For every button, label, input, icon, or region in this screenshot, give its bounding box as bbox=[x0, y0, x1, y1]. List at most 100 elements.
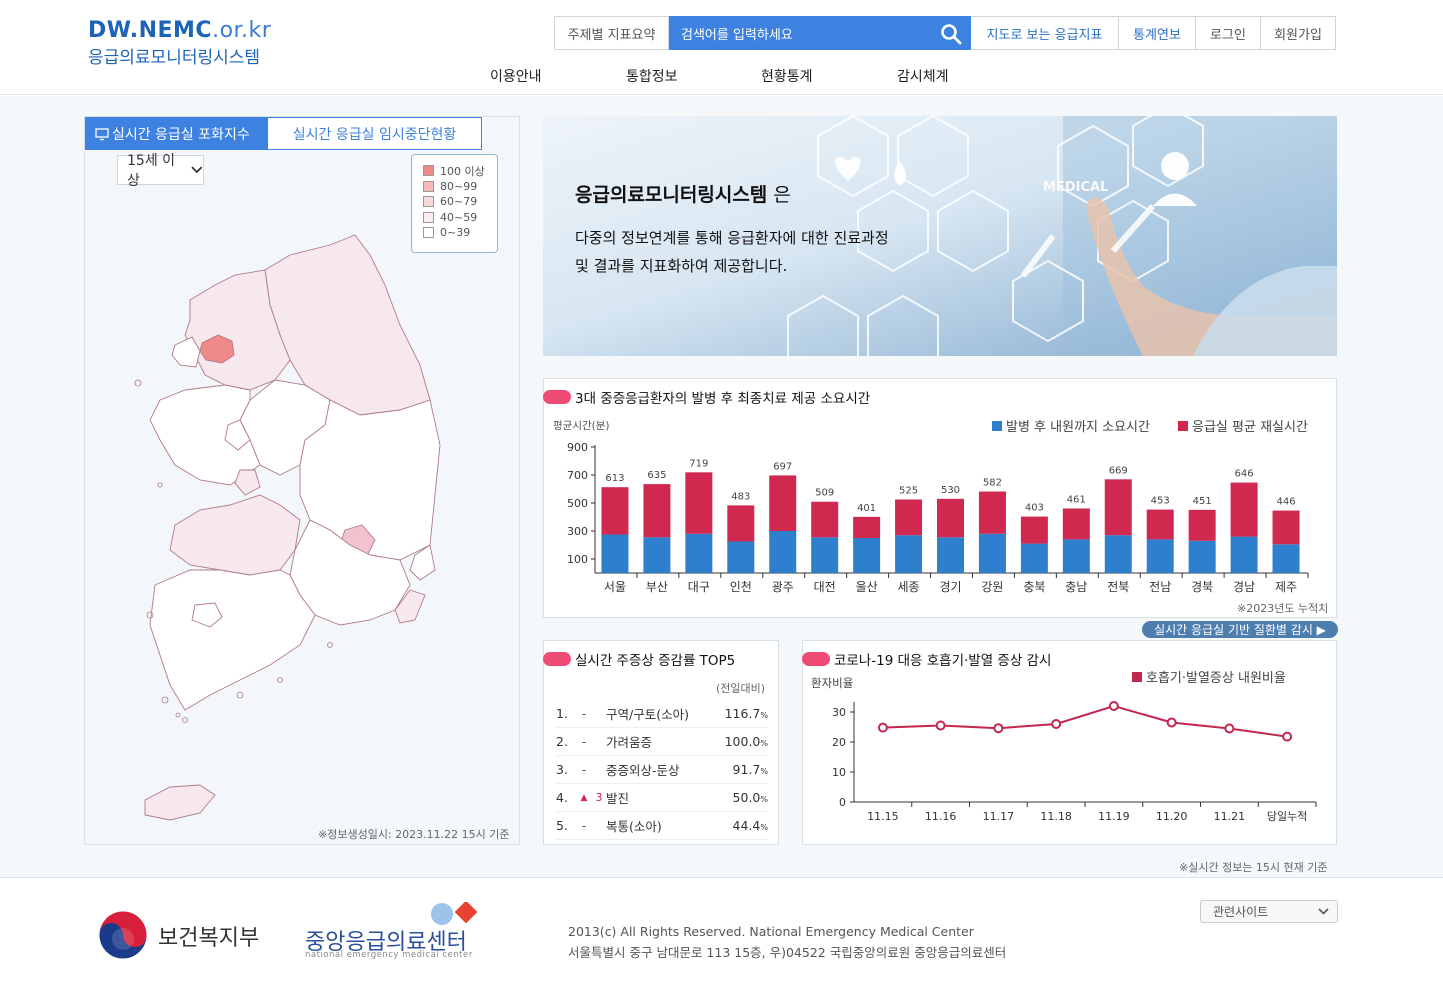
map-indicator-button[interactable]: 지도로 보는 응급지표 bbox=[971, 16, 1119, 50]
stats-yearbook-button[interactable]: 통계연보 bbox=[1119, 16, 1196, 50]
line-x-tick-label: 당일누적 bbox=[1267, 809, 1307, 823]
bar-segment-er-stay[interactable] bbox=[601, 487, 629, 535]
bar-segment-arrival[interactable] bbox=[937, 537, 964, 573]
related-sites-select[interactable]: 관련사이트 bbox=[1200, 900, 1338, 923]
chevron-down-icon bbox=[1318, 908, 1329, 915]
line-point[interactable] bbox=[1051, 719, 1062, 729]
banner-medical-text: MEDICAL bbox=[1043, 180, 1108, 195]
bar-data-label: 446 bbox=[1276, 497, 1295, 508]
nav-guide[interactable]: 이용안내 bbox=[490, 69, 542, 85]
treatment-time-chart: 평균시간(분) 100 300 500 700 900 613 서울 635 부산 719 대구 483… bbox=[553, 420, 1309, 594]
line-y-label: 환자비율 bbox=[811, 676, 853, 690]
top5-row[interactable]: 4. ▲ 3 발진 50.0% bbox=[556, 784, 768, 812]
ministry-name[interactable]: 보건복지부 bbox=[158, 926, 260, 951]
bar-segment-arrival[interactable] bbox=[1188, 540, 1216, 573]
korea-map[interactable] bbox=[130, 225, 450, 830]
center-name[interactable]: 중앙응급의료센터 bbox=[305, 930, 467, 955]
bar-segment-arrival[interactable] bbox=[1230, 536, 1258, 573]
bar-segment-er-stay[interactable] bbox=[1062, 508, 1090, 540]
top5-subtitle: (전일대비) bbox=[716, 682, 766, 695]
line-point[interactable] bbox=[1166, 717, 1177, 728]
logo-subtitle: 응급의료모니터링시스템 bbox=[88, 48, 261, 68]
bar-data-label: 613 bbox=[605, 473, 624, 484]
bar-segment-arrival[interactable] bbox=[601, 534, 629, 574]
bar-segment-er-stay[interactable] bbox=[685, 472, 713, 534]
line-point[interactable] bbox=[935, 720, 946, 731]
bar-segment-er-stay[interactable] bbox=[1146, 509, 1174, 540]
bar-segment-arrival[interactable] bbox=[727, 541, 755, 574]
footer: 보건복지부 중앙응급의료센터 national emergency medica… bbox=[0, 877, 1443, 1004]
topic-summary-button[interactable]: 주제별 지표요약 bbox=[554, 16, 669, 50]
bar-segment-er-stay[interactable] bbox=[895, 499, 923, 536]
bar-segment-er-stay[interactable] bbox=[811, 501, 839, 538]
bar-segment-er-stay[interactable] bbox=[727, 505, 755, 542]
search-icon[interactable] bbox=[940, 23, 962, 45]
top5-rank: 5. bbox=[556, 818, 568, 833]
bar-segment-er-stay[interactable] bbox=[769, 475, 797, 531]
top5-rank: 4. bbox=[556, 790, 568, 805]
bar-segment-arrival[interactable] bbox=[1062, 539, 1090, 573]
disease-surveillance-link[interactable]: 실시간 응급실 기반 질환별 감시 ▶ bbox=[1142, 621, 1338, 638]
age-select[interactable]: 15세 이상 bbox=[117, 153, 204, 189]
bar-segment-er-stay[interactable] bbox=[853, 516, 881, 538]
line-point[interactable] bbox=[1224, 723, 1235, 734]
top5-value-number: 91.7 bbox=[732, 762, 761, 777]
top5-value-unit: % bbox=[760, 823, 768, 832]
bar-segment-arrival[interactable] bbox=[978, 533, 1006, 573]
bar-legend-swatch bbox=[992, 421, 1002, 431]
tab-er-saturation[interactable]: 실시간 응급실 포화지수 bbox=[85, 117, 267, 150]
bar-data-label: 525 bbox=[899, 486, 918, 497]
nav-surveillance[interactable]: 감시체계 bbox=[897, 69, 949, 85]
bar-segment-arrival[interactable] bbox=[1146, 539, 1174, 573]
top5-row[interactable]: 2. - 가려움증 100.0% bbox=[556, 728, 768, 756]
login-button[interactable]: 로그인 bbox=[1196, 16, 1261, 50]
tab-er-suspension[interactable]: 실시간 응급실 임시중단현황 bbox=[267, 117, 482, 150]
line-x-tick-label: 11.21 bbox=[1214, 810, 1246, 823]
line-point[interactable] bbox=[877, 722, 888, 733]
top5-row[interactable]: 5. - 복통(소아) 44.4% bbox=[556, 812, 768, 840]
bar-data-label: 697 bbox=[773, 461, 792, 472]
bar-segment-er-stay[interactable] bbox=[643, 484, 671, 538]
top5-change-num: 3 bbox=[595, 791, 603, 804]
bar-segment-arrival[interactable] bbox=[1272, 544, 1300, 573]
nav-integrated[interactable]: 통합정보 bbox=[626, 69, 678, 85]
bar-y-label: 평균시간(분) bbox=[553, 420, 610, 432]
bar-data-label: 646 bbox=[1235, 469, 1254, 480]
bar-segment-er-stay[interactable] bbox=[1104, 479, 1132, 536]
top5-row[interactable]: 3. - 중증외상-둔상 91.7% bbox=[556, 756, 768, 784]
top5-change: - bbox=[581, 762, 587, 777]
bar-segment-arrival[interactable] bbox=[853, 538, 881, 573]
line-y-tick-label: 0 bbox=[839, 796, 846, 809]
bar-segment-arrival[interactable] bbox=[1104, 535, 1132, 573]
bar-segment-arrival[interactable] bbox=[643, 537, 671, 573]
line-point[interactable] bbox=[1108, 701, 1119, 711]
join-button[interactable]: 회원가입 bbox=[1261, 16, 1336, 50]
bar-y-tick-label: 300 bbox=[567, 525, 588, 538]
line-point[interactable] bbox=[1282, 731, 1293, 742]
bar-segment-arrival[interactable] bbox=[895, 535, 923, 573]
top5-header: 실시간 주증상 증감률 TOP5 bbox=[543, 649, 735, 669]
line-point[interactable] bbox=[993, 723, 1004, 734]
bar-segment-er-stay[interactable] bbox=[1020, 516, 1048, 544]
bar-segment-er-stay[interactable] bbox=[1230, 482, 1258, 537]
nav-status-stats[interactable]: 현황통계 bbox=[761, 69, 813, 85]
monitor-icon bbox=[95, 127, 109, 140]
top5-value-unit: % bbox=[760, 711, 768, 720]
search-input[interactable]: 검색어를 입력하세요 bbox=[669, 16, 971, 50]
top5-row[interactable]: 1. - 구역/구토(소아) 116.7% bbox=[556, 700, 768, 728]
bar-segment-er-stay[interactable] bbox=[978, 491, 1006, 534]
bar-segment-er-stay[interactable] bbox=[937, 498, 964, 538]
ministry-emblem-icon bbox=[98, 910, 148, 960]
line-x-tick-label: 11.16 bbox=[925, 810, 957, 823]
bar-segment-arrival[interactable] bbox=[1020, 543, 1048, 573]
region-busan bbox=[394, 589, 426, 624]
bar-segment-arrival[interactable] bbox=[685, 533, 713, 573]
bar-segment-arrival[interactable] bbox=[811, 537, 839, 573]
bar-segment-arrival[interactable] bbox=[769, 531, 797, 573]
bar-segment-er-stay[interactable] bbox=[1188, 509, 1216, 541]
bar-segment-er-stay[interactable] bbox=[1272, 510, 1300, 545]
top5-rank: 2. bbox=[556, 734, 568, 749]
bar-data-label: 530 bbox=[941, 485, 960, 496]
site-logo[interactable]: DW.NEMC.or.kr bbox=[88, 18, 271, 43]
address-text: 서울특별시 중구 남대문로 113 15층, 우)04522 국립중앙의료원 중… bbox=[568, 945, 1007, 960]
